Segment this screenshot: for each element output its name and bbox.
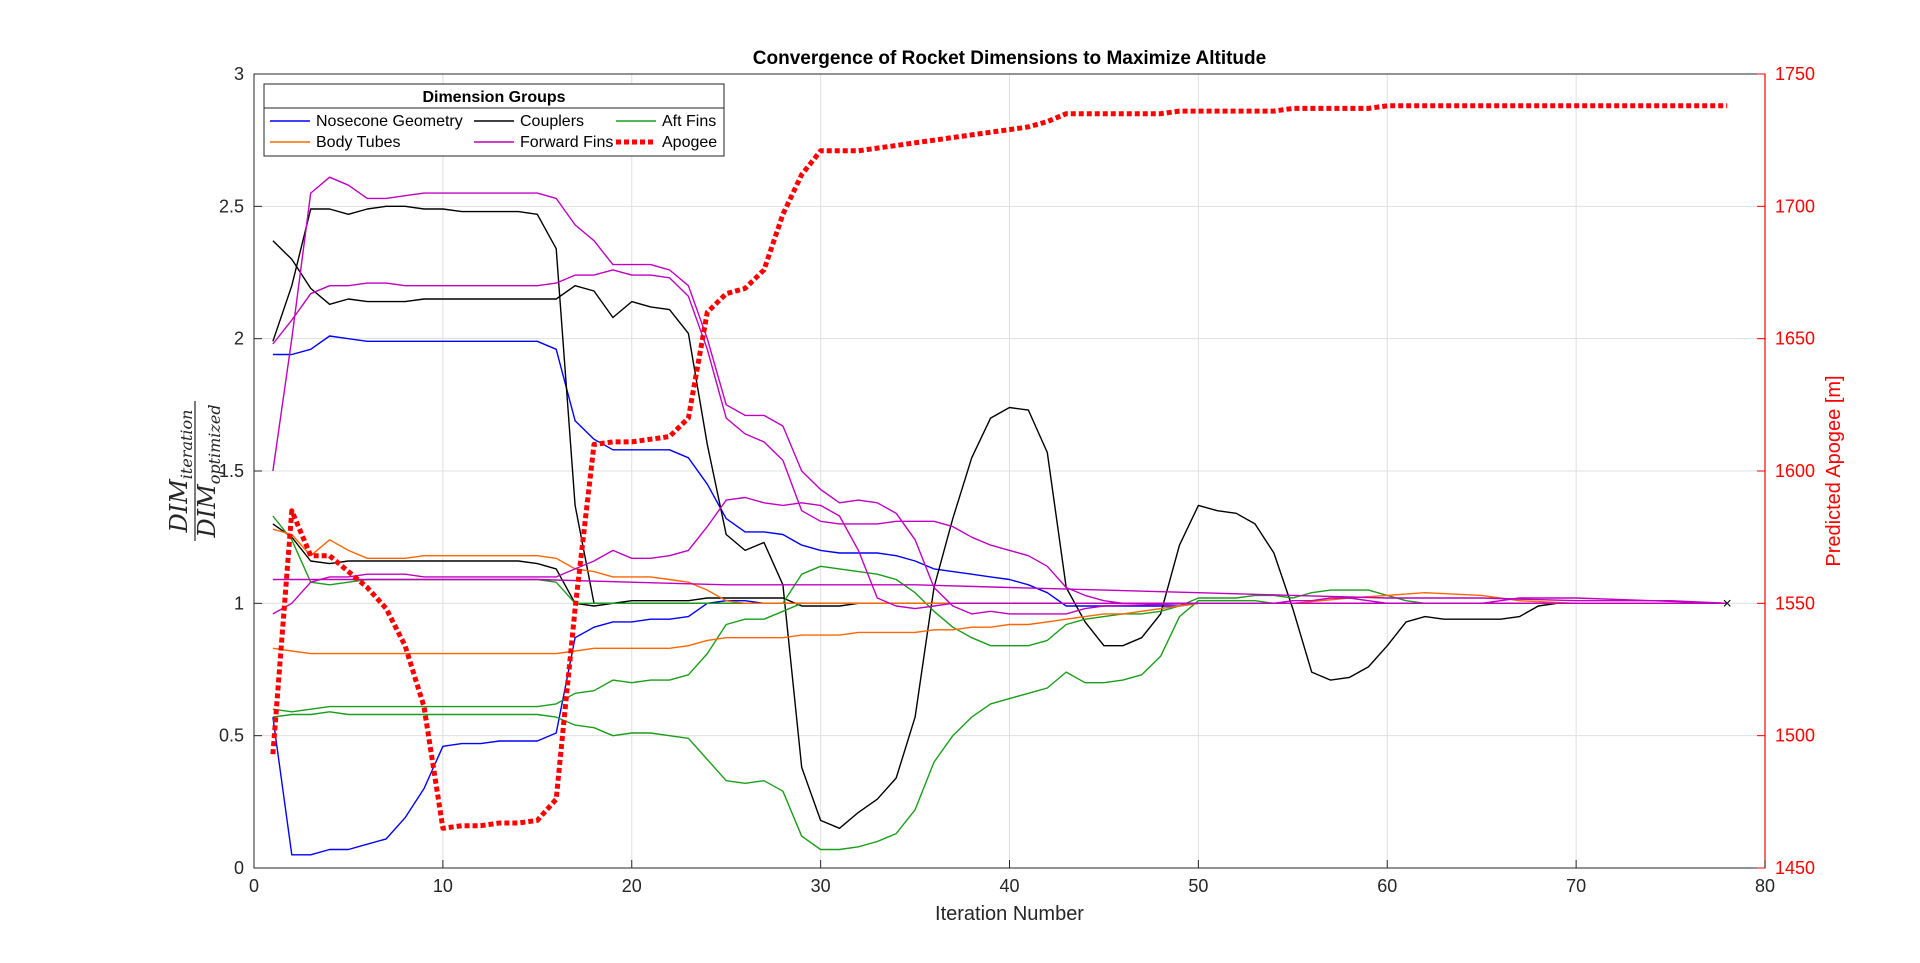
legend-entries: Nosecone Geometry Couplers Aft Fins Body Tu…: [270, 113, 717, 151]
legend-label: Forward Fins: [520, 134, 613, 151]
series-line-forward-fins: [272, 496, 1728, 615]
y-tick-label: 2: [234, 329, 244, 349]
legend-entry-apogee: Apogee: [616, 134, 717, 151]
y2-axis-title: Predicted Apogee [m]: [1823, 375, 1845, 566]
legend-label: Aft Fins: [662, 113, 716, 130]
y2-tick-label: 1550: [1775, 593, 1815, 613]
y2-tick-label: 1600: [1775, 461, 1815, 481]
y2-tick-label: 1450: [1775, 858, 1815, 878]
legend-entry-body-tubes: Body Tubes: [270, 134, 401, 151]
series-line-apogee: [270, 103, 1728, 831]
legend-box: [263, 83, 725, 157]
left-axis: 0 0.5 1 1.5 2 2.5 3: [219, 64, 262, 878]
x-tick-label: 0: [249, 876, 259, 896]
x-tick-label: 70: [1566, 876, 1586, 896]
x-axis-title: Iteration Number: [935, 903, 1084, 925]
x-tick-label: 30: [811, 876, 831, 896]
y2-tick-label: 1650: [1775, 329, 1815, 349]
series-line-forward-fins: [272, 578, 1728, 604]
y2-tick-label: 1750: [1775, 64, 1815, 84]
y-tick-label: 1.5: [219, 461, 244, 481]
y2-tick-label: 1500: [1775, 726, 1815, 746]
y-axis-title-denominator: DIMoptimized: [193, 404, 224, 538]
y2-tick-label: 1700: [1775, 196, 1815, 216]
series-line-aft-fins: [272, 600, 1728, 851]
y-axis-title: DIMiteration DIMoptimized: [165, 401, 224, 541]
legend-label: Nosecone Geometry: [316, 113, 463, 130]
series-line-forward-fins: [272, 176, 1728, 615]
y-tick-label: 1: [234, 593, 244, 613]
y-axis-title-numerator-main: DIM: [165, 478, 193, 534]
x-tick-label: 50: [1188, 876, 1208, 896]
x-tick-label: 20: [622, 876, 642, 896]
legend-label: Body Tubes: [316, 134, 401, 151]
y-axis-title-numerator-sub: iteration: [177, 410, 196, 480]
legend: Dimension Groups Nosecone Geometry Couple…: [263, 83, 725, 157]
y-axis-title-numerator: DIMiteration: [165, 410, 196, 534]
x-tick-label: 40: [999, 876, 1019, 896]
legend-entry-couplers: Couplers: [474, 113, 584, 130]
legend-title: Dimension Groups: [422, 89, 565, 106]
x-tick-label: 10: [433, 876, 453, 896]
bottom-axis: 0 10 20 30 40 50 60 70 80: [249, 860, 1775, 896]
series-line-body-tubes: [272, 592, 1728, 655]
legend-label: Apogee: [662, 134, 717, 151]
y-tick-label: 3: [234, 64, 244, 84]
x-tick-label: 60: [1377, 876, 1397, 896]
legend-entry-forward-fins: Forward Fins: [474, 134, 613, 151]
chart-title: Convergence of Rocket Dimensions to Maxi…: [753, 48, 1266, 69]
legend-entry-aft-fins: Aft Fins: [616, 113, 716, 130]
y-axis-title-denominator-sub: optimized: [205, 404, 224, 484]
end-marker: ×: [1723, 595, 1732, 612]
x-tick-label: 80: [1755, 876, 1775, 896]
y-tick-label: 0: [234, 858, 244, 878]
y-tick-label: 2.5: [219, 196, 244, 216]
right-axis: 1450 1500 1550 1600 1650 1700 1750: [1757, 64, 1815, 878]
legend-entry-nosecone-geometry: Nosecone Geometry: [270, 113, 463, 130]
y-tick-label: 0.5: [219, 726, 244, 746]
series-layer: ×: [270, 103, 1732, 856]
y-axis-title-denominator-main: DIM: [193, 483, 221, 539]
legend-label: Couplers: [520, 113, 584, 130]
